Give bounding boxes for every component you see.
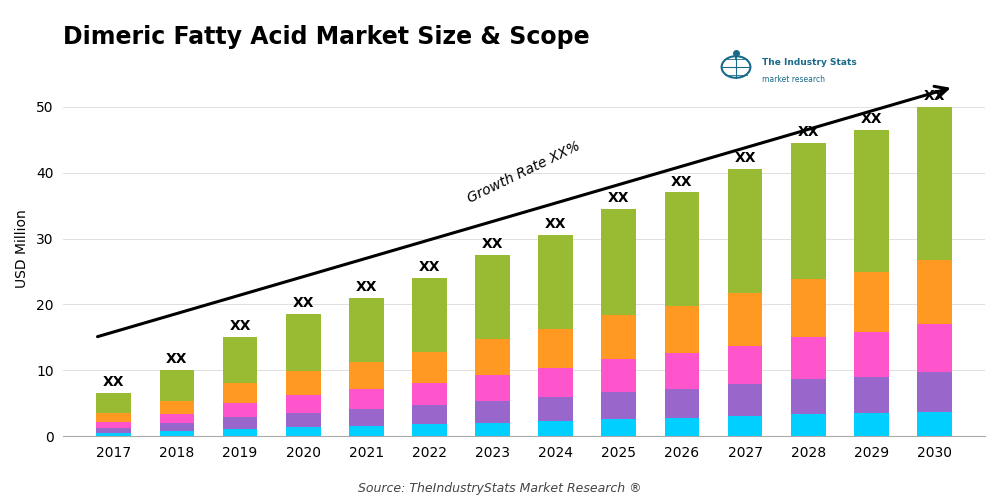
Bar — [412, 352, 447, 382]
Bar — [538, 421, 573, 436]
Bar — [917, 260, 952, 324]
Bar — [791, 280, 826, 336]
Bar — [349, 389, 384, 409]
Text: Dimeric Fatty Acid Market Size & Scope: Dimeric Fatty Acid Market Size & Scope — [63, 25, 590, 49]
Text: XX: XX — [356, 280, 377, 294]
Text: XX: XX — [229, 320, 251, 334]
Bar — [665, 388, 699, 418]
Bar — [665, 192, 699, 306]
Bar — [223, 402, 257, 417]
Bar — [286, 371, 321, 395]
Bar — [665, 306, 699, 354]
Bar — [538, 236, 573, 329]
Text: XX: XX — [671, 174, 693, 188]
Text: XX: XX — [734, 152, 756, 166]
Bar — [601, 209, 636, 314]
Bar — [286, 395, 321, 412]
Bar — [728, 346, 762, 384]
Text: XX: XX — [608, 191, 630, 205]
Bar — [917, 107, 952, 260]
Bar — [96, 414, 131, 422]
Bar — [412, 278, 447, 351]
Bar — [728, 384, 762, 416]
Bar — [349, 362, 384, 389]
Bar — [286, 314, 321, 371]
Text: XX: XX — [166, 352, 188, 366]
Bar — [160, 414, 194, 424]
Bar — [917, 372, 952, 412]
Text: Source: TheIndustryStats Market Research ®: Source: TheIndustryStats Market Research… — [358, 482, 642, 495]
Bar — [917, 412, 952, 436]
Bar — [728, 294, 762, 346]
Text: XX: XX — [419, 260, 440, 274]
Text: XX: XX — [545, 218, 566, 232]
Bar — [349, 410, 384, 426]
Text: market research: market research — [762, 75, 825, 84]
Text: XX: XX — [861, 112, 882, 126]
Bar — [538, 329, 573, 368]
Bar — [96, 433, 131, 436]
Bar — [601, 419, 636, 436]
Bar — [601, 314, 636, 359]
Text: XX: XX — [797, 125, 819, 139]
Text: XX: XX — [482, 237, 503, 251]
Bar — [917, 324, 952, 372]
Bar — [728, 416, 762, 436]
Bar — [791, 143, 826, 280]
Text: XX: XX — [103, 376, 125, 390]
Bar — [475, 340, 510, 374]
Bar — [791, 414, 826, 436]
Bar — [601, 359, 636, 392]
Bar — [538, 368, 573, 397]
Bar — [412, 382, 447, 406]
Bar — [665, 418, 699, 436]
Bar — [223, 429, 257, 436]
Bar — [412, 424, 447, 436]
Bar — [349, 426, 384, 436]
Bar — [286, 412, 321, 427]
Bar — [791, 336, 826, 379]
Bar — [96, 394, 131, 413]
Bar — [475, 401, 510, 422]
Bar — [728, 170, 762, 294]
Bar — [223, 338, 257, 384]
Bar — [665, 354, 699, 388]
Bar — [475, 255, 510, 340]
Bar — [160, 401, 194, 414]
Bar — [791, 379, 826, 414]
Text: Growth Rate XX%: Growth Rate XX% — [466, 139, 583, 205]
Text: XX: XX — [924, 89, 945, 103]
Bar — [854, 130, 889, 272]
Bar — [160, 424, 194, 432]
Bar — [286, 427, 321, 436]
Bar — [223, 417, 257, 429]
Y-axis label: USD Million: USD Million — [15, 209, 29, 288]
Bar — [538, 397, 573, 421]
Bar — [854, 376, 889, 414]
Bar — [160, 370, 194, 401]
Bar — [475, 374, 510, 401]
Bar — [475, 422, 510, 436]
Bar — [854, 272, 889, 332]
Bar — [412, 406, 447, 424]
Bar — [854, 414, 889, 436]
Bar — [223, 384, 257, 402]
Bar — [349, 298, 384, 362]
Text: The Industry Stats: The Industry Stats — [762, 58, 856, 67]
Bar — [160, 432, 194, 436]
Bar — [96, 428, 131, 433]
Text: XX: XX — [292, 296, 314, 310]
Bar — [854, 332, 889, 376]
Bar — [601, 392, 636, 419]
Bar — [96, 422, 131, 428]
